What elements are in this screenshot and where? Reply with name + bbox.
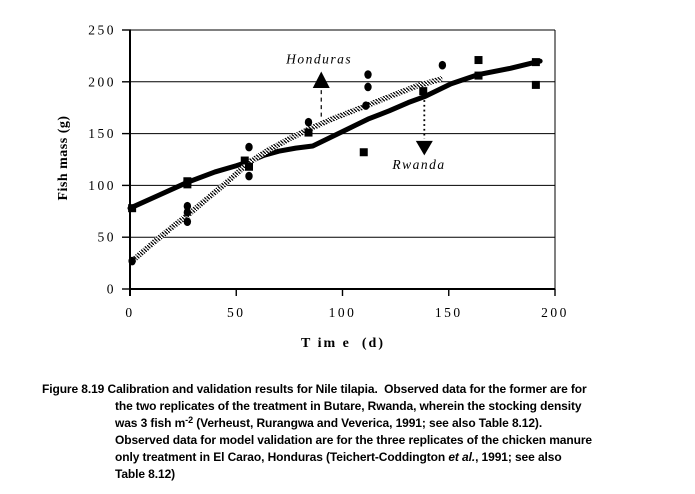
x-tick-label-0: 0 — [125, 305, 134, 320]
data-point-circle — [183, 201, 192, 211]
data-point-circle — [438, 60, 447, 70]
y-tick-label-200: 200 — [88, 74, 116, 89]
data-point-square — [419, 87, 428, 96]
caption-line-1: Figure 8.19 Calibration and validation r… — [42, 381, 695, 398]
data-point-circle — [304, 117, 313, 127]
line-honduras-model — [130, 76, 444, 264]
caption-line-5: only treatment in El Carao, Honduras (Te… — [115, 449, 695, 466]
data-point-circle — [362, 101, 370, 110]
caption-line-6: Table 8.12) — [115, 466, 695, 483]
caption-line-4: Observed data for model validation are f… — [115, 432, 695, 449]
caption-text: Calibration and validation results for N… — [107, 382, 587, 396]
y-tick-label-100: 100 — [88, 178, 116, 193]
caption-text: Figure 8.19 — [42, 382, 108, 396]
annotation-arrow-down-triangle — [415, 140, 433, 156]
data-point-circle — [128, 256, 136, 266]
data-point-square — [183, 180, 192, 189]
data-point-square — [128, 204, 137, 213]
caption-text: was 3 fish m — [115, 415, 186, 430]
caption-text: Observed data for model validation are f… — [115, 433, 592, 448]
caption-line-2: the two replicates of the treatment in B… — [115, 398, 695, 415]
caption-text: only treatment in El Carao, Honduras (Te… — [115, 450, 449, 465]
caption-line-3: was 3 fish m-2 (Verheust, Rurangwa and V… — [115, 415, 695, 433]
x-tick-label-50: 50 — [227, 305, 246, 320]
data-point-circle — [364, 70, 372, 79]
caption-superscript: -2 — [185, 414, 193, 425]
figure-caption: Figure 8.19 Calibration and validation r… — [42, 381, 695, 483]
x-axis-title: T im e (d) — [301, 336, 385, 351]
annotation-label-rwanda: Rwanda — [391, 157, 445, 172]
data-point-square — [531, 58, 540, 67]
x-tick-label-200: 200 — [541, 305, 569, 320]
data-point-circle — [245, 142, 253, 152]
data-point-circle — [245, 171, 253, 181]
y-tick-label-150: 150 — [88, 126, 116, 141]
data-point-square — [531, 80, 540, 89]
chart-area: 0 50 100 150 200 250 0 50 100 150 200 Honduras Rwand… — [56, 23, 569, 352]
y-tick-label-250: 250 — [88, 23, 116, 38]
caption-text: , 1991; see also — [475, 450, 562, 465]
data-point-square — [359, 148, 368, 157]
x-tick-label-150: 150 — [435, 305, 463, 320]
data-point-circle — [364, 82, 372, 92]
y-axis-title: Fish mass (g) — [56, 115, 71, 201]
caption-text: (Verheust, Rurangwa and Veverica, 1991; … — [192, 415, 543, 430]
x-tick-label-100: 100 — [329, 305, 357, 320]
caption-italic-text: et al. — [448, 450, 476, 465]
caption-text: Table 8.12) — [115, 466, 176, 481]
data-point-square — [474, 71, 483, 80]
data-point-circle — [183, 217, 192, 226]
data-point-square — [245, 162, 253, 171]
data-point-square — [240, 156, 249, 165]
data-point-circle — [183, 208, 192, 217]
chart-canvas: 0 50 100 150 200 250 0 50 100 150 200 Honduras Rwand… — [88, 23, 569, 321]
y-tick-label-0: 0 — [107, 282, 116, 297]
annotation-label-honduras: Honduras — [285, 52, 352, 67]
annotation-arrow-up-triangle — [312, 71, 330, 89]
y-tick-label-50: 50 — [98, 230, 117, 245]
data-point-square — [474, 56, 483, 65]
caption-text: the two replicates of the treatment in B… — [115, 398, 582, 413]
data-point-square — [304, 128, 313, 137]
line-rwanda-model — [127, 58, 543, 211]
